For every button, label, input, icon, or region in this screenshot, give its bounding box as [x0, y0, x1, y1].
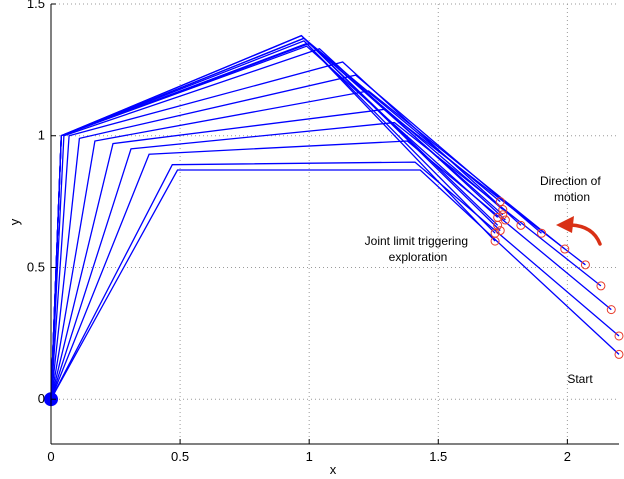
end-effector-marker-2 [606, 305, 616, 315]
arm-config-16 [50, 34, 501, 400]
arm-config-8 [50, 48, 506, 400]
end-effector-marker-10 [495, 197, 505, 207]
arm-config-2 [50, 140, 612, 400]
arm-config-15 [50, 37, 504, 400]
annotation-direction-line2: motion [554, 190, 590, 204]
arm-config-10 [50, 37, 501, 400]
arm-config-11 [50, 34, 499, 400]
x-tick-label-3: 1.5 [429, 449, 447, 464]
end-effector-marker-6 [537, 228, 547, 238]
y-tick-label-1: 0.5 [27, 259, 45, 274]
end-effector-marker-5 [560, 244, 570, 254]
direction-arrow [556, 216, 602, 246]
y-axis-label: y [7, 218, 22, 225]
y-tick-label-3: 1.5 [27, 0, 45, 11]
end-effector-marker-16 [495, 226, 505, 236]
end-effector-marker-4 [580, 260, 590, 270]
end-effector-marker-9 [498, 205, 508, 215]
end-effector-marker-7 [516, 220, 526, 230]
axes [50, 4, 619, 445]
end-effector-marker-14 [493, 212, 503, 222]
arm-config-14 [50, 45, 499, 400]
x-tick-label-1: 0.5 [171, 449, 189, 464]
arm-config-5 [50, 90, 566, 400]
x-tick-label-0: 0 [47, 449, 54, 464]
end-effector-marker-1 [614, 331, 624, 341]
y-tick-label-0: 0 [38, 391, 45, 406]
arm-config-9 [50, 42, 504, 400]
arm-config-13 [50, 42, 496, 400]
end-effector-marker-13 [490, 236, 500, 246]
tick-labels: 0 0.5 1 1.5 2 0 0.5 1 1.5 [27, 0, 571, 464]
x-tick-label-4: 2 [564, 449, 571, 464]
direction-arrow-shaft [569, 223, 602, 246]
annotation-joint-limit-line1: Joint limit triggering [365, 234, 468, 248]
arm-configurations [50, 34, 620, 400]
end-effector-markers [490, 197, 624, 359]
y-tick-label-2: 1 [38, 128, 45, 143]
annotation-start: Start [567, 372, 593, 386]
x-tick-label-2: 1 [306, 449, 313, 464]
end-effector-marker-3 [596, 281, 606, 291]
arm-config-6 [50, 74, 542, 400]
annotation-direction-line1: Direction of [540, 174, 601, 188]
x-axis-label: x [330, 462, 337, 477]
end-effector-marker-0 [614, 349, 624, 359]
arm-config-4 [50, 108, 586, 400]
end-effector-marker-8 [500, 215, 510, 225]
annotation-direction: Direction of motion [540, 174, 604, 204]
arm-config-0 [50, 169, 620, 400]
annotation-joint-limit-line2: exploration [389, 250, 448, 264]
arm-config-1 [50, 161, 620, 400]
arm-config-7 [50, 61, 522, 400]
end-effector-marker-15 [498, 210, 508, 220]
annotation-joint-limit: Joint limit triggering exploration [365, 234, 472, 264]
direction-arrow-head [556, 216, 574, 233]
